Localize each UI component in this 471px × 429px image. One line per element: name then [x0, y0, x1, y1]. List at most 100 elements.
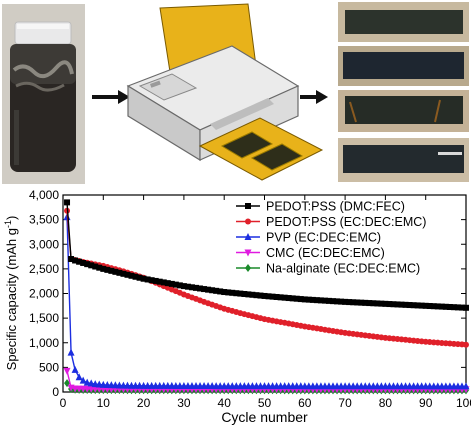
data-point [463, 341, 469, 348]
data-point [136, 274, 143, 281]
process-illustration [2, 2, 469, 184]
data-point [442, 303, 449, 310]
legend-label: Na-alginate (EC:DEC:EMC) [266, 262, 420, 276]
data-point [378, 300, 385, 307]
data-point [120, 270, 127, 277]
y-axis-label: Specific capacity (mAh g-1) [3, 216, 19, 371]
x-tick-label: 10 [97, 396, 111, 410]
y-axis-label-text: Specific capacity (mAh g [4, 228, 19, 370]
data-point [88, 262, 95, 269]
data-point [192, 284, 199, 291]
y-tick-label: 2,500 [29, 262, 59, 276]
series [63, 213, 470, 390]
data-point [418, 302, 425, 309]
data-point [244, 233, 252, 240]
legend-item: PEDOT:PSS (EC:DEC:EMC) [236, 215, 426, 229]
data-point [249, 291, 256, 298]
data-point [144, 276, 151, 283]
data-point [434, 303, 441, 310]
legend-label: PVP (EC:DEC:EMC) [266, 231, 381, 245]
data-point [265, 293, 272, 300]
data-point [458, 304, 465, 311]
data-point [233, 290, 240, 297]
data-point [213, 287, 220, 294]
data-point [446, 303, 453, 310]
data-point [209, 287, 216, 294]
data-point [362, 299, 369, 306]
data-point [430, 303, 437, 310]
data-point [410, 302, 417, 309]
data-point [63, 367, 71, 375]
data-point [168, 280, 175, 287]
data-point [350, 299, 357, 306]
data-point [450, 304, 457, 311]
data-point [152, 277, 159, 284]
series-layer [63, 199, 470, 395]
data-point [261, 292, 268, 299]
y-tick-label: 500 [39, 360, 59, 374]
data-point [80, 259, 87, 266]
data-point [79, 376, 87, 384]
data-point [71, 365, 79, 373]
data-point [370, 300, 377, 307]
data-point [463, 304, 469, 311]
data-point [72, 257, 79, 264]
x-tick-label: 30 [177, 396, 191, 410]
electrode-strip-photos [338, 2, 469, 182]
data-point [338, 298, 345, 305]
y-tick-label: 1,500 [29, 311, 59, 325]
data-point [297, 296, 304, 303]
data-point [176, 282, 183, 289]
x-tick-label: 100 [456, 396, 471, 410]
data-point [164, 280, 171, 287]
data-point [346, 299, 353, 306]
data-point [382, 300, 389, 307]
y-axis-label-close: ) [4, 216, 19, 220]
data-point [414, 302, 421, 309]
legend: PEDOT:PSS (DMC:FEC)PEDOT:PSS (EC:DEC:EMC… [236, 200, 426, 276]
data-point [148, 277, 155, 284]
data-point [406, 302, 413, 309]
data-point [64, 199, 71, 206]
data-point [225, 289, 232, 296]
series [63, 367, 470, 394]
data-point [201, 286, 208, 293]
x-tick-label: 80 [379, 396, 393, 410]
data-point [398, 301, 405, 308]
data-point [309, 296, 316, 303]
legend-item: PVP (EC:DEC:EMC) [236, 231, 381, 245]
data-point [325, 297, 332, 304]
data-point [217, 288, 224, 295]
y-tick-label: 0 [52, 385, 59, 399]
data-point [104, 266, 111, 273]
data-point [241, 290, 248, 297]
data-point [100, 265, 107, 272]
legend-label: PEDOT:PSS (EC:DEC:EMC) [266, 215, 426, 229]
data-point [67, 348, 75, 356]
data-point [277, 294, 284, 301]
data-point [172, 281, 179, 288]
data-point [92, 263, 99, 270]
arrow-icon [300, 90, 328, 104]
data-point [390, 301, 397, 308]
legend-label: CMC (EC:DEC:EMC) [266, 246, 385, 260]
data-point [313, 297, 320, 304]
y-tick-label: 3,500 [29, 213, 59, 227]
data-point [76, 258, 83, 265]
legend-label: PEDOT:PSS (DMC:FEC) [266, 200, 405, 214]
data-point [374, 300, 381, 307]
data-point [245, 264, 251, 272]
data-point [84, 261, 91, 268]
y-tick-label: 4,000 [29, 188, 59, 202]
data-point [116, 269, 123, 276]
arrow-icon [92, 90, 130, 104]
data-point [402, 301, 409, 308]
legend-item: Na-alginate (EC:DEC:EMC) [236, 262, 420, 276]
data-point [75, 373, 83, 381]
y-axis-label-superscript: -1 [3, 220, 13, 228]
x-axis-label: Cycle number [221, 409, 308, 425]
data-point [462, 382, 470, 390]
data-point [180, 283, 187, 290]
data-point [257, 292, 264, 299]
data-point [281, 294, 288, 301]
